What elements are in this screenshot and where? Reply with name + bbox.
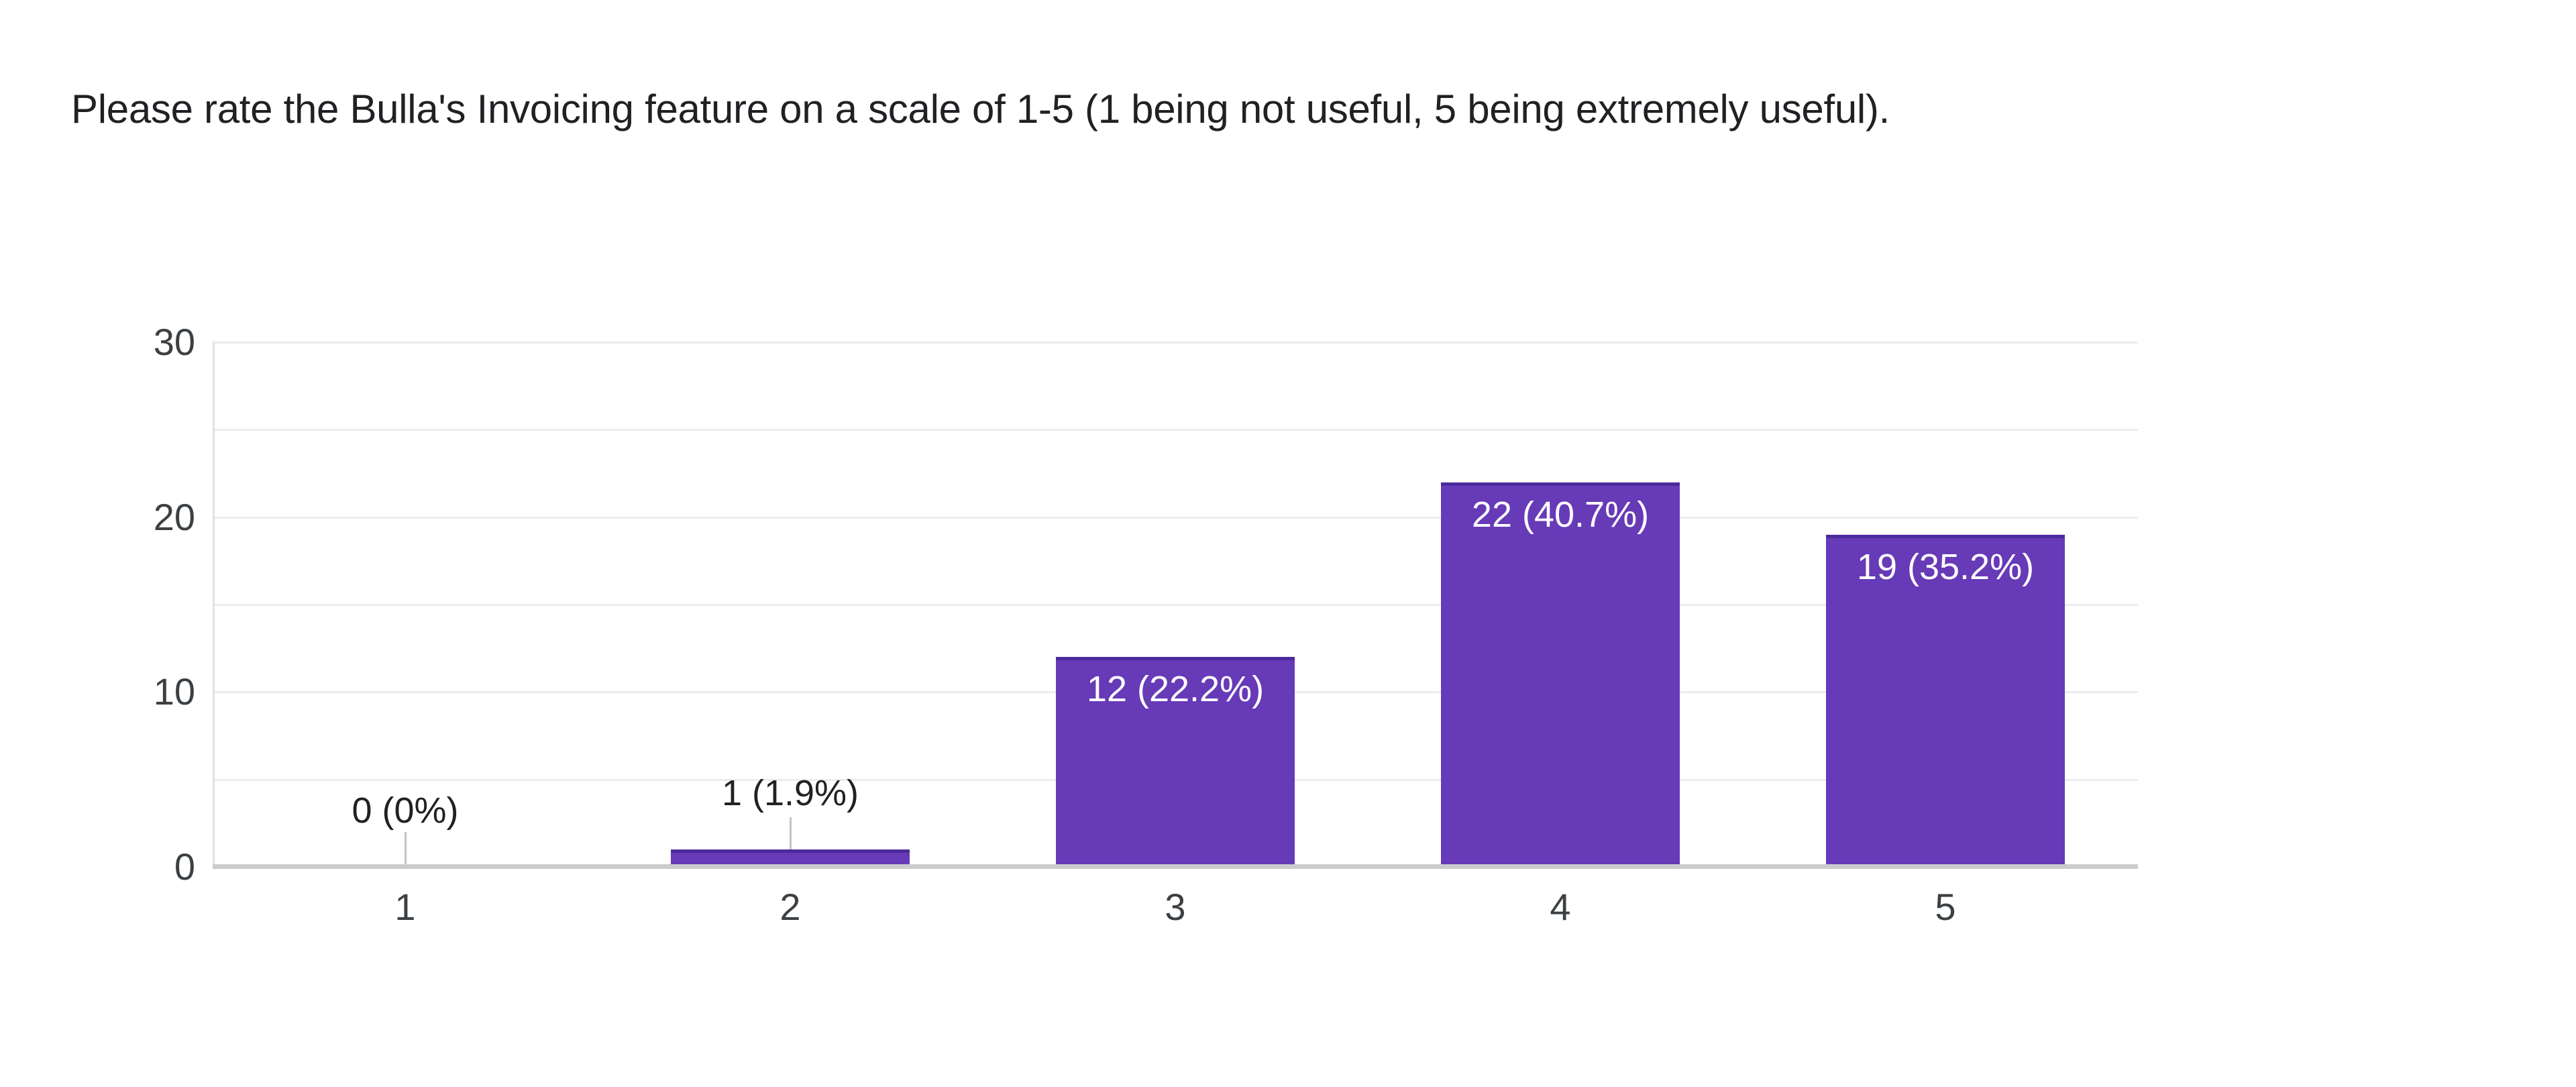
x-axis-label-1: 1 <box>394 886 416 928</box>
x-axis-label-3: 3 <box>1165 886 1186 928</box>
x-axis-line <box>213 864 2138 869</box>
bar-label-leader-2 <box>790 817 792 852</box>
y-axis-label-20: 20 <box>153 495 195 538</box>
gridline-25 <box>213 429 2138 431</box>
x-axis-label-5: 5 <box>1935 886 1956 928</box>
x-axis-label-2: 2 <box>780 886 801 928</box>
bar-value-label-2: 1 (1.9%) <box>721 773 859 813</box>
gridline-20 <box>213 516 2138 519</box>
y-axis-label-10: 10 <box>153 670 195 713</box>
y-axis-line <box>213 342 215 867</box>
bar-label-leader-1 <box>405 832 407 867</box>
question-title: Please rate the Bulla's Invoicing featur… <box>71 87 1890 132</box>
y-axis-label-0: 0 <box>174 845 195 888</box>
bar-rating-5[interactable] <box>1826 535 2065 867</box>
gridline-15 <box>213 604 2138 606</box>
bar-value-label-3: 12 (22.2%) <box>1086 669 1265 709</box>
bar-rating-4[interactable] <box>1441 482 1680 867</box>
bar-value-label-1: 0 (0%) <box>352 790 459 831</box>
bar-value-label-5: 19 (35.2%) <box>1856 547 2035 587</box>
y-axis-label-30: 30 <box>153 321 195 363</box>
chart-plot-area: 0 10 20 30 0 (0%) 1 1 (1.9%) 2 12 (22.2%) 3 22 (40… <box>154 323 2138 927</box>
bar-value-label-4: 22 (40.7%) <box>1471 495 1650 535</box>
gridline-30 <box>213 342 2138 344</box>
bar-rating-3[interactable] <box>1056 657 1295 867</box>
bar-rating-2[interactable] <box>671 849 910 867</box>
x-axis-label-4: 4 <box>1550 886 1571 928</box>
